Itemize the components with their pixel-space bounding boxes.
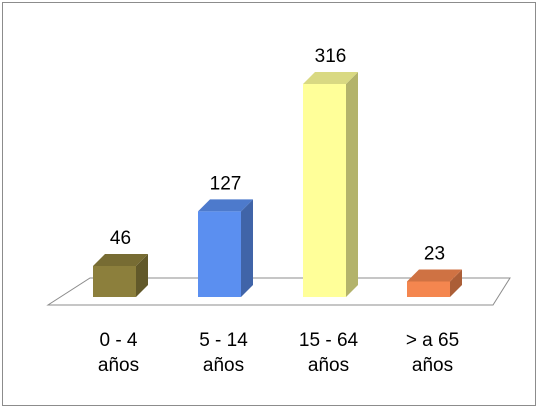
data-label: 23	[424, 243, 445, 264]
bar-side	[241, 199, 253, 297]
bar-top	[198, 199, 253, 212]
bar	[93, 265, 136, 297]
bar	[303, 84, 346, 298]
x-tick-label: 5 - 14 años	[199, 330, 248, 376]
floor	[46, 277, 511, 306]
data-label: 46	[110, 228, 131, 249]
bar	[198, 211, 241, 297]
bar-side	[136, 253, 148, 297]
x-tick-label: 15 - 64 años	[298, 330, 359, 376]
bar-side	[450, 269, 462, 297]
data-label: 127	[210, 173, 242, 194]
bar-top	[303, 72, 358, 85]
bar	[407, 281, 450, 297]
bar-top	[407, 269, 462, 282]
x-tick-label: 0 - 4 años	[97, 330, 140, 376]
data-label: 316	[315, 46, 347, 67]
bar-side	[346, 72, 358, 298]
x-tick-label: > a 65 años	[405, 330, 460, 376]
bar-top	[93, 253, 148, 266]
